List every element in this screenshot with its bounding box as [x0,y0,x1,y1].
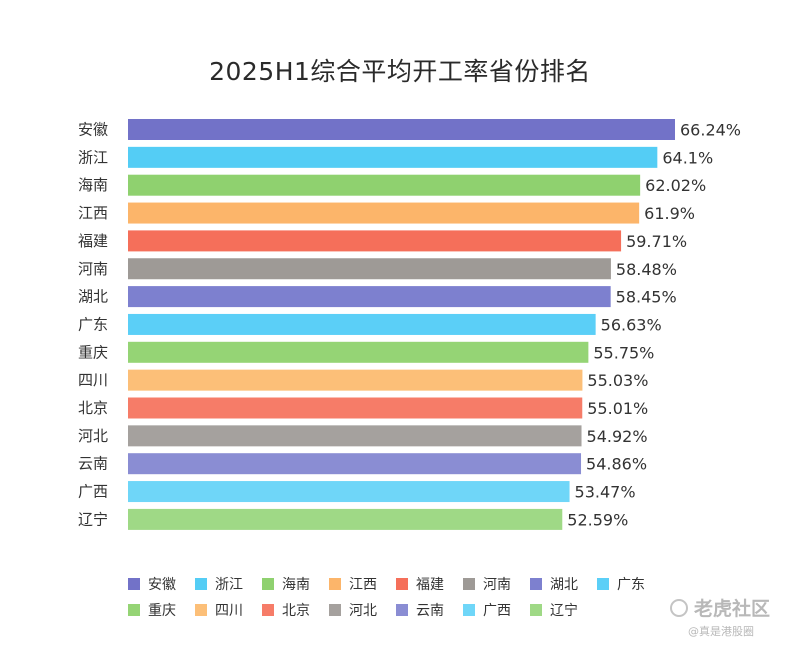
value-label: 55.03% [587,371,648,390]
legend-label: 北京 [282,603,310,619]
legend-label: 福建 [416,577,444,593]
category-label: 云南 [78,455,108,473]
bar [128,258,611,280]
legend-item: 北京 [262,600,329,620]
legend-swatch [128,604,140,616]
category-label: 江西 [78,204,108,222]
legend-label: 河北 [349,603,377,619]
legend-swatch [262,578,274,590]
watermark-handle: @真是港股圈 [688,625,754,638]
legend-item: 四川 [195,600,262,620]
legend-item: 浙江 [195,574,262,594]
value-label: 62.02% [645,176,706,195]
legend-swatch [329,604,341,616]
legend-label: 湖北 [550,577,578,593]
bar [128,453,582,475]
legend-item: 安徽 [128,574,195,594]
category-label: 广西 [78,483,108,501]
legend-item: 广东 [597,574,664,594]
chart-title: 2025H1综合平均开工率省份排名 [209,57,591,86]
legend-swatch [195,604,207,616]
value-label: 53.47% [575,483,636,502]
legend-item: 湖北 [530,574,597,594]
value-label: 55.01% [587,399,648,418]
legend-swatch [262,604,274,616]
category-label: 河南 [78,260,108,278]
legend-label: 河南 [483,577,511,593]
legend-label: 广东 [617,577,645,593]
legend-swatch [530,604,542,616]
value-label: 56.63% [601,315,662,334]
bar [128,313,596,335]
value-label: 58.45% [616,288,677,307]
legend-swatch [463,604,475,616]
legend-label: 广西 [483,603,511,619]
legend-item: 河北 [329,600,396,620]
value-label: 66.24% [680,121,741,140]
legend-swatch [329,578,341,590]
bar [128,341,589,363]
category-label: 浙江 [78,148,108,166]
legend-label: 四川 [215,603,243,619]
category-label: 福建 [78,232,108,250]
legend-item: 河南 [463,574,530,594]
legend-item: 福建 [396,574,463,594]
legend-label: 江西 [349,577,377,593]
legend-label: 辽宁 [550,603,578,619]
legend-swatch [396,604,408,616]
bar [128,425,582,447]
watermark: 老虎社区 @真是港股圈 [670,594,795,639]
category-label: 辽宁 [78,510,108,528]
category-label: 北京 [78,399,108,417]
legend-label: 云南 [416,603,444,619]
bar [128,397,583,419]
bar [128,230,622,252]
legend-item: 海南 [262,574,329,594]
category-label: 重庆 [78,343,108,361]
bar [128,481,570,503]
bar [128,174,641,196]
legend-label: 重庆 [148,603,176,619]
category-label: 安徽 [78,121,108,139]
tiger-logo-icon [670,598,688,617]
watermark-brand-text: 老虎社区 [694,598,771,620]
legend-label: 浙江 [215,577,243,593]
legend-swatch [195,578,207,590]
value-label: 59.71% [626,232,687,251]
category-label: 海南 [78,176,108,194]
category-label: 广东 [78,315,108,333]
legend-swatch [597,578,609,590]
bar [128,286,611,308]
legend-swatch [463,578,475,590]
value-label: 54.86% [586,455,647,474]
category-label: 河北 [78,427,108,445]
legend-swatch [128,578,140,590]
legend-item: 广西 [463,600,530,620]
legend-swatch [396,578,408,590]
value-label: 55.75% [593,343,654,362]
bar [128,508,563,530]
legend-item: 江西 [329,574,396,594]
legend-swatch [530,578,542,590]
category-label: 湖北 [78,288,108,306]
bar [128,202,640,224]
value-label: 61.9% [644,204,695,223]
category-label: 四川 [78,371,108,389]
value-label: 64.1% [662,148,713,167]
value-label: 58.48% [616,260,677,279]
legend-item: 辽宁 [530,600,597,620]
legend-label: 海南 [282,577,310,593]
bar [128,146,658,168]
legend-item: 重庆 [128,600,195,620]
watermark-brand: 老虎社区 [670,594,795,621]
value-label: 54.92% [587,427,648,446]
legend-item: 云南 [396,600,463,620]
legend-label: 安徽 [148,577,176,593]
bar [128,119,675,140]
chart-legend: 安徽 浙江 海南 江西 福建 河南 湖北 广东重庆 四川 北京 河北 云南 广西 辽宁 [128,574,688,620]
value-label: 52.59% [567,510,628,529]
bar [128,369,583,391]
